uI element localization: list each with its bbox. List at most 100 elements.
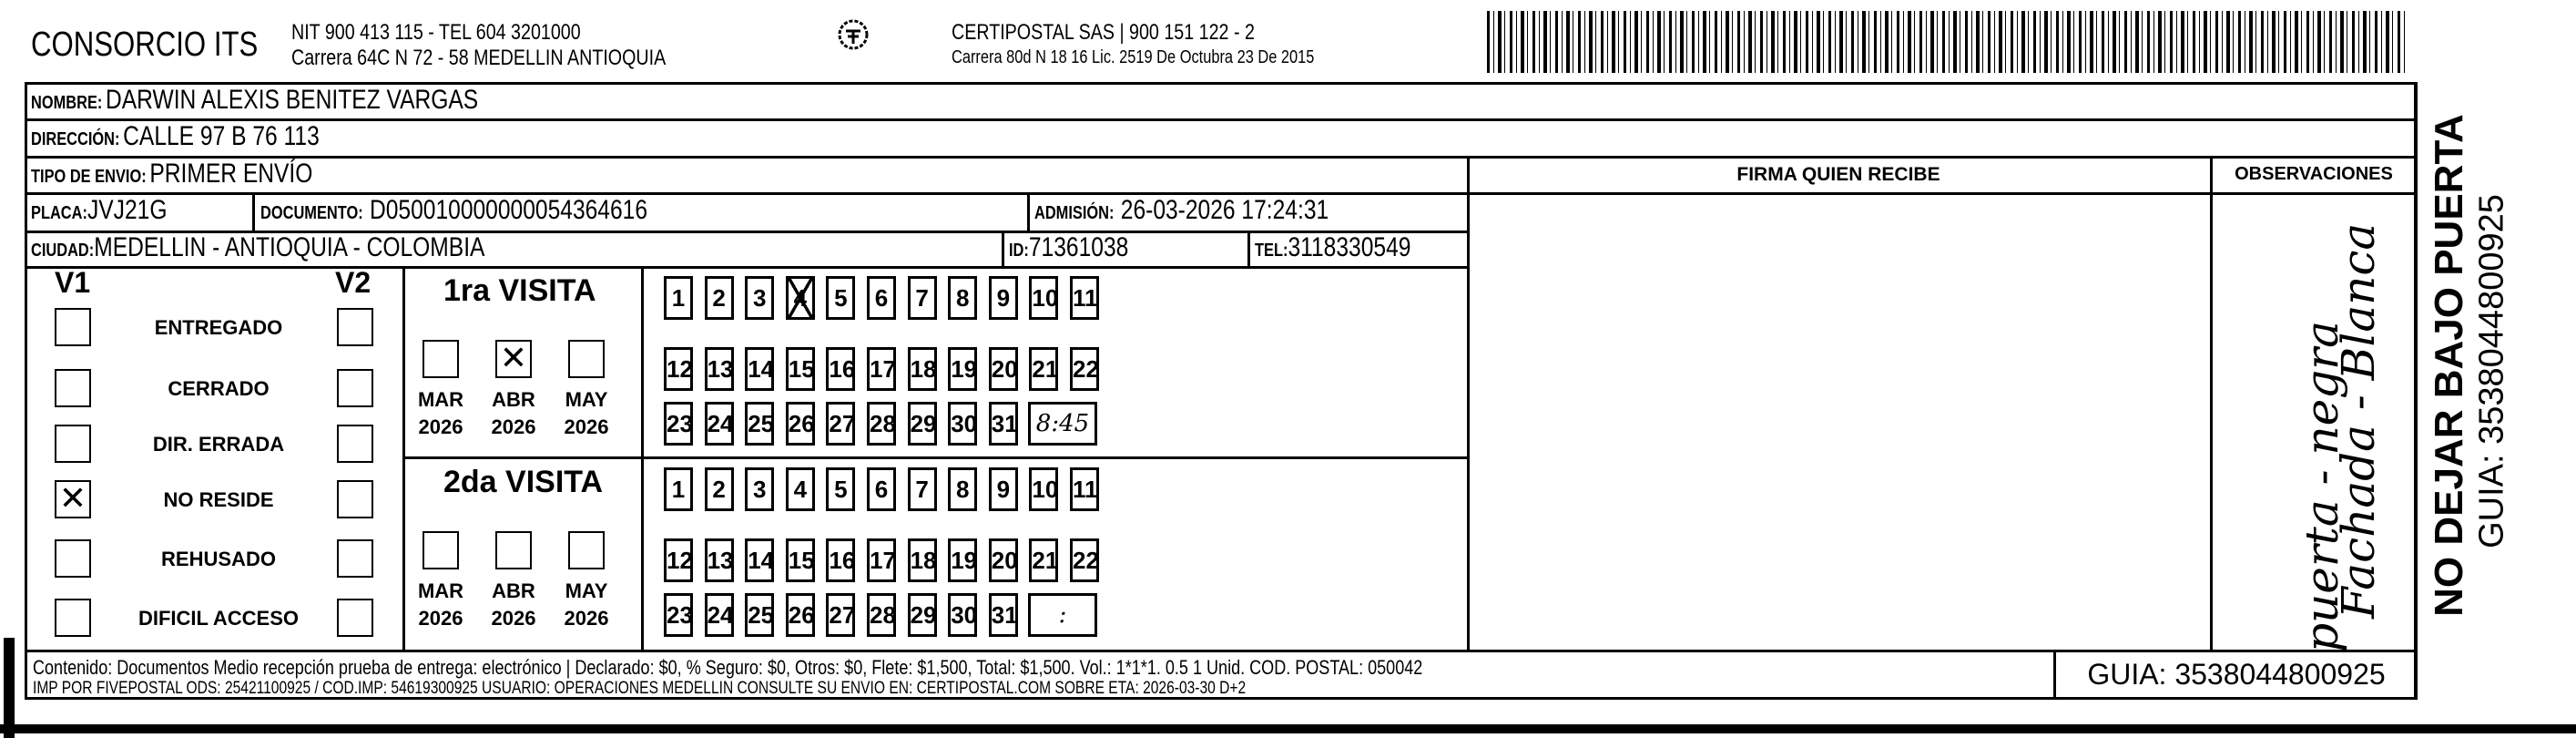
year-label: 2026	[491, 415, 536, 438]
day-box[interactable]: 5	[826, 276, 856, 320]
time-box[interactable]: 8:45	[1028, 402, 1097, 446]
v1-checkbox[interactable]	[55, 369, 91, 407]
day-box[interactable]: 2	[704, 467, 734, 511]
firma-header: FIRMA QUIEN RECIBE	[1736, 164, 1940, 185]
v1-checkbox[interactable]	[55, 599, 91, 637]
day-box[interactable]: 4	[785, 467, 815, 511]
day-box[interactable]: 27	[826, 402, 856, 446]
day-box[interactable]: 30	[948, 402, 978, 446]
month-checkbox[interactable]	[423, 340, 459, 378]
day-box[interactable]: 13	[704, 347, 734, 391]
month-checkbox[interactable]	[423, 531, 459, 569]
day-box[interactable]: 1	[664, 467, 693, 511]
month-checkbox[interactable]	[568, 531, 605, 569]
day-box[interactable]: 29	[907, 402, 937, 446]
status-label: NO RESIDE	[163, 488, 274, 511]
day-box[interactable]: 31	[988, 593, 1018, 637]
day-box[interactable]: 6	[867, 276, 896, 320]
day-box[interactable]: 28	[867, 593, 896, 637]
day-box[interactable]: 22	[1070, 347, 1099, 391]
day-box[interactable]: 20	[988, 347, 1018, 391]
day-box[interactable]: 3	[745, 467, 775, 511]
v2-checkbox[interactable]	[337, 480, 373, 518]
v2-checkbox[interactable]	[337, 599, 373, 637]
day-box[interactable]: 19	[948, 347, 978, 391]
day-box[interactable]: 30	[948, 593, 978, 637]
day-box[interactable]: 15	[785, 538, 815, 582]
day-box[interactable]: 14	[745, 538, 775, 582]
day-box[interactable]: 11	[1070, 467, 1099, 511]
tel-field: TEL:3118330549	[1255, 232, 1411, 262]
month-label: MAR	[417, 388, 464, 411]
day-box[interactable]: 5	[826, 467, 856, 511]
day-box[interactable]: 7	[907, 276, 937, 320]
year-label: 2026	[564, 607, 609, 630]
day-box[interactable]: 11	[1070, 276, 1099, 320]
day-box[interactable]: 4	[785, 276, 815, 320]
carrier-address: Carrera 80d N 18 16 Lic. 2519 De Octubra…	[952, 47, 1315, 67]
day-box[interactable]: 31	[988, 402, 1018, 446]
day-box[interactable]: 29	[907, 593, 937, 637]
day-box[interactable]: 7	[907, 467, 937, 511]
status-label: ENTREGADO	[154, 316, 283, 339]
v1-checkbox[interactable]	[55, 539, 91, 578]
day-box[interactable]: 16	[826, 347, 856, 391]
day-box[interactable]: 9	[988, 276, 1018, 320]
observaciones-handwriting-2: puerta - negra	[2296, 321, 2348, 652]
day-box[interactable]: 20	[988, 538, 1018, 582]
day-box[interactable]: 12	[664, 347, 693, 391]
year-label: 2026	[418, 415, 463, 438]
v1-checkbox[interactable]	[55, 308, 91, 346]
day-box[interactable]: 24	[704, 402, 734, 446]
day-box[interactable]: 25	[745, 593, 775, 637]
company-nit: NIT 900 413 115 - TEL 604 3201000	[291, 20, 581, 45]
day-box[interactable]: 1	[664, 276, 693, 320]
day-box[interactable]: 9	[988, 467, 1018, 511]
logo-icon	[838, 19, 869, 50]
day-box[interactable]: 3	[745, 276, 775, 320]
tipo-envio-field: TIPO DE ENVIO: PRIMER ENVÍO	[31, 159, 313, 189]
month-checkbox[interactable]	[495, 531, 532, 569]
day-box[interactable]: 18	[907, 538, 937, 582]
v2-checkbox[interactable]	[337, 369, 373, 407]
v2-checkbox[interactable]	[337, 425, 373, 463]
day-box[interactable]: 28	[867, 402, 896, 446]
day-box[interactable]: 19	[948, 538, 978, 582]
v1-label: V1	[55, 266, 91, 299]
month-label: MAY	[565, 579, 608, 602]
time-box[interactable]: :	[1028, 593, 1097, 637]
certipostal-logo	[830, 16, 876, 73]
day-box[interactable]: 26	[785, 402, 815, 446]
day-box[interactable]: 22	[1070, 538, 1099, 582]
day-box[interactable]: 23	[664, 402, 693, 446]
month-checkbox[interactable]	[568, 340, 605, 378]
v1-checkbox[interactable]: ✕	[55, 480, 91, 518]
day-box[interactable]: 14	[745, 347, 775, 391]
day-box[interactable]: 24	[704, 593, 734, 637]
day-box[interactable]: 23	[664, 593, 693, 637]
day-box[interactable]: 27	[826, 593, 856, 637]
v2-checkbox[interactable]	[337, 539, 373, 578]
day-box[interactable]: 15	[785, 347, 815, 391]
day-box[interactable]: 18	[907, 347, 937, 391]
day-box[interactable]: 8	[948, 467, 978, 511]
day-box[interactable]: 21	[1029, 347, 1059, 391]
v1-checkbox[interactable]	[55, 425, 91, 463]
day-box[interactable]: 16	[826, 538, 856, 582]
day-box[interactable]: 12	[664, 538, 693, 582]
day-box[interactable]: 17	[867, 538, 896, 582]
v2-checkbox[interactable]	[337, 308, 373, 346]
day-box[interactable]: 6	[867, 467, 896, 511]
day-box[interactable]: 2	[704, 276, 734, 320]
day-box[interactable]: 21	[1029, 538, 1059, 582]
day-box[interactable]: 25	[745, 402, 775, 446]
day-box[interactable]: 17	[867, 347, 896, 391]
day-box[interactable]: 8	[948, 276, 978, 320]
day-box[interactable]: 10	[1029, 467, 1059, 511]
status-label: REHUSADO	[161, 548, 276, 570]
day-box[interactable]: 26	[785, 593, 815, 637]
placa-field: PLACA:JVJ21G	[31, 195, 168, 225]
day-box[interactable]: 13	[704, 538, 734, 582]
month-checkbox[interactable]: ✕	[495, 340, 532, 378]
day-box[interactable]: 10	[1029, 276, 1059, 320]
